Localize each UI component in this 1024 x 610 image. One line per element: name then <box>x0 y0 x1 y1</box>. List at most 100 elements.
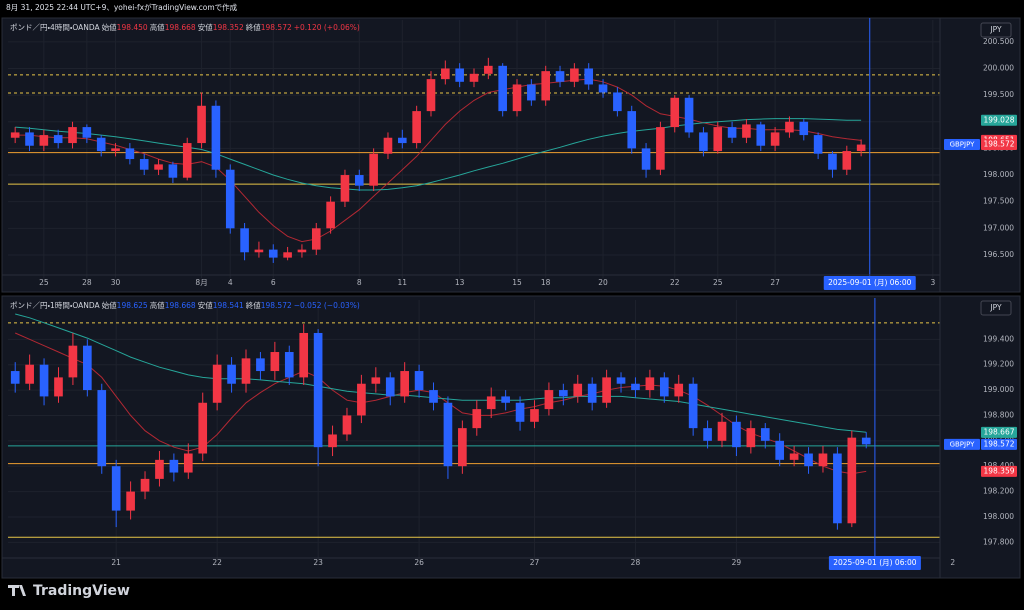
candle-body <box>429 390 438 403</box>
candle-body <box>512 84 522 112</box>
legend-field-name: 安値 <box>197 23 213 32</box>
x-tick-label: 4 <box>228 278 233 287</box>
candle-body <box>828 153 837 170</box>
legend-field-value: 198.352 <box>212 23 244 32</box>
legend-field-name: 安値 <box>197 301 213 310</box>
candle-body <box>813 135 823 154</box>
crosshair-label-box <box>823 276 916 290</box>
price-tag: 199.028 <box>983 115 1014 124</box>
price-tag: 198.667 <box>983 427 1014 436</box>
candle-body <box>225 169 235 229</box>
x-tick-label: 28 <box>631 558 641 567</box>
candle-body <box>371 377 381 384</box>
candle-body <box>441 68 450 80</box>
candle-body <box>799 121 809 136</box>
candle-body <box>68 127 77 144</box>
legend-change: +0.120 (+0.06%) <box>293 23 360 32</box>
candle-body <box>833 453 842 524</box>
x-tick-label: 2 <box>950 558 955 567</box>
legend-field-value: 198.572 <box>260 23 292 32</box>
price-tag: 198.572 <box>983 140 1014 149</box>
candle-body <box>169 459 179 473</box>
candle-body <box>573 383 583 397</box>
candle-body <box>804 453 813 467</box>
candle-body <box>39 364 49 397</box>
candle-body <box>530 409 539 422</box>
legend-field-name: 高値 <box>149 23 165 32</box>
brand-text: TradingView <box>33 583 130 599</box>
price-tag-box <box>981 114 1017 126</box>
x-tick-label: 26 <box>414 558 424 567</box>
candle-body <box>284 352 294 378</box>
candle-body <box>198 402 208 454</box>
candle-body <box>140 478 150 492</box>
candle-body <box>598 84 608 93</box>
candle-body <box>354 175 364 186</box>
candle-body <box>313 332 323 448</box>
candle-body <box>515 402 525 422</box>
x-tick-label: 3 <box>930 278 935 287</box>
symbol-tag-box <box>944 139 980 151</box>
candle-body <box>770 132 780 146</box>
candle-body <box>727 127 737 138</box>
legend-field-name: 始値 <box>101 23 117 32</box>
price-tag: 198.359 <box>983 466 1014 475</box>
candle-body <box>342 415 352 435</box>
pane-background <box>1 295 1021 579</box>
crosshair-label: 2025-09-01 (月) 06:00 <box>828 278 912 287</box>
candle-body <box>369 153 378 186</box>
crosshair-label-box <box>828 556 921 570</box>
candle-body <box>443 402 453 467</box>
candle-body <box>641 148 651 170</box>
symbol-tag: GBPJPY <box>950 141 976 149</box>
header-text: 8月 31, 2025 22:44 UTC+9、yohei-fxがTrading… <box>6 2 238 12</box>
x-tick-label: 21 <box>111 558 121 567</box>
candle-body <box>283 252 292 258</box>
candle-body <box>688 383 698 429</box>
x-tick-label: 6 <box>271 278 276 287</box>
candle-body <box>645 377 655 391</box>
y-tick-label: 199.200 <box>983 360 1014 369</box>
legend-field-name: 始値 <box>101 301 117 310</box>
candle-body <box>96 137 106 152</box>
y-tick-label: 200.500 <box>983 37 1014 46</box>
candle-body <box>455 68 464 82</box>
candle-body <box>699 132 708 152</box>
x-tick-label: 27 <box>770 278 780 287</box>
candle-body <box>357 383 366 416</box>
candle-body <box>713 127 723 152</box>
x-tick-label: 25 <box>39 278 49 287</box>
candle-body <box>111 466 121 511</box>
candle-body <box>299 332 309 378</box>
candle-body <box>53 135 63 144</box>
x-tick-label: 15 <box>512 278 522 287</box>
candle-body <box>616 377 626 384</box>
moving-average-line <box>14 332 867 475</box>
crosshair-label: 2025-09-01 (月) 06:00 <box>833 558 917 567</box>
y-tick-label: 199.400 <box>983 334 1014 343</box>
candle-body <box>559 390 568 397</box>
candle-body <box>383 137 393 154</box>
candle-body <box>458 428 467 467</box>
candle-body <box>472 409 482 429</box>
candle-body <box>426 79 436 112</box>
candle-body <box>484 65 493 74</box>
x-tick-label: 11 <box>398 278 408 287</box>
candle-body <box>82 127 92 138</box>
candle-body <box>486 396 496 410</box>
candle-body <box>742 124 751 138</box>
candle-body <box>183 453 193 473</box>
legend-field-value: 198.668 <box>164 23 196 32</box>
candle-body <box>256 358 265 372</box>
candle-body <box>400 371 409 397</box>
legend-change: −0.052 (−0.03%) <box>293 301 360 310</box>
y-tick-label: 198.000 <box>983 512 1014 521</box>
candle-body <box>25 132 34 146</box>
candle-body <box>126 491 135 511</box>
candle-body <box>197 105 206 144</box>
candle-body <box>684 97 694 133</box>
legend-field-value: 198.625 <box>116 301 148 310</box>
candle-body <box>501 396 510 403</box>
